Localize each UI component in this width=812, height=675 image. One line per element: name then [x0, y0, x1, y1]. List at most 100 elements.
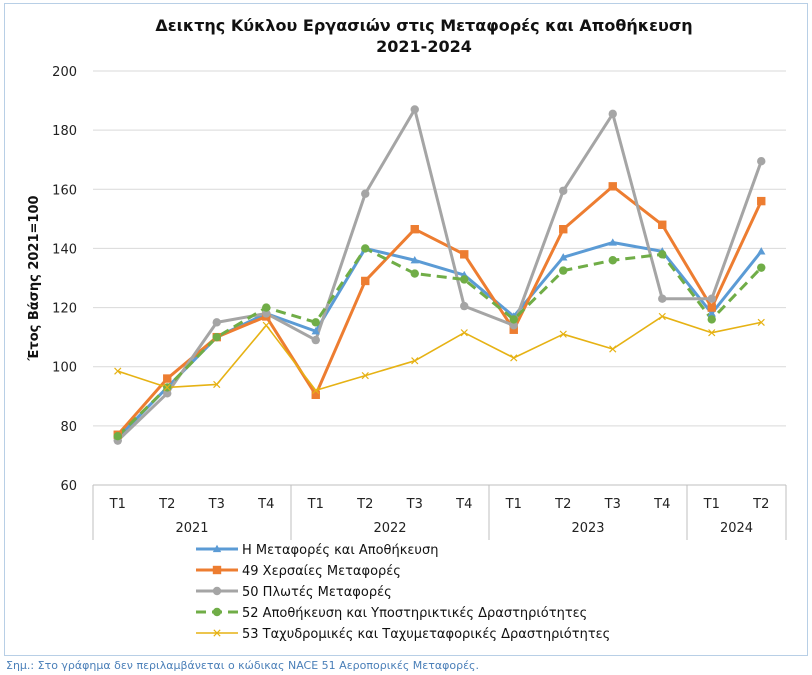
y-axis-label: Έτος Βάσης 2021=100 — [27, 195, 42, 361]
data-point — [559, 253, 568, 261]
data-point — [212, 332, 221, 342]
data-point — [212, 586, 222, 596]
data-point — [510, 354, 518, 362]
footnote: Σημ.: Στο γράφημα δεν περιλαμβάνεται ο κ… — [6, 659, 479, 672]
legend-label: 50 Πλωτές Μεταφορές — [242, 585, 392, 600]
legend-label: 52 Αποθήκευση και Υποστηρικτικές Δραστηρ… — [242, 606, 587, 621]
data-point — [410, 256, 419, 264]
data-point — [757, 196, 766, 206]
series-line — [117, 315, 762, 392]
data-point — [163, 374, 172, 383]
data-point — [212, 607, 222, 617]
data-point — [509, 325, 518, 334]
y-tick-label: 80 — [60, 420, 77, 435]
x-tick-label: Τ2 — [554, 497, 571, 512]
data-point — [460, 275, 469, 284]
data-point — [658, 250, 667, 259]
data-point — [212, 565, 222, 575]
x-tick-label: Τ3 — [604, 497, 621, 512]
legend-label: H Μεταφορές και Αποθήκευση — [242, 543, 438, 558]
data-point — [708, 329, 716, 337]
series-lines — [116, 107, 763, 442]
x-tick-label: Τ1 — [505, 497, 522, 512]
data-point — [311, 318, 320, 327]
data-point — [163, 389, 172, 398]
chart-frame — [4, 3, 808, 656]
chart-title: Δεικτης Κύκλου Εργασιών στις Μεταφορές κ… — [155, 16, 692, 35]
data-point — [361, 189, 370, 198]
data-point — [658, 220, 667, 229]
data-point — [707, 303, 716, 312]
x-tick-label: Τ4 — [455, 497, 472, 512]
data-point — [559, 266, 568, 275]
data-point — [212, 318, 221, 327]
y-tick-label: 60 — [60, 479, 77, 494]
x-tick-label: Τ4 — [257, 497, 274, 512]
series-markers — [113, 105, 766, 445]
data-point — [509, 315, 518, 324]
data-point — [460, 250, 469, 259]
y-tick-label: 100 — [52, 361, 77, 376]
data-point — [262, 321, 270, 329]
y-tick-label: 180 — [52, 124, 77, 139]
data-point — [559, 330, 567, 338]
data-point — [213, 629, 221, 637]
data-point — [311, 327, 320, 335]
series-line — [116, 246, 763, 438]
y-tick-label: 120 — [52, 302, 77, 317]
data-point — [757, 156, 766, 166]
y-axis-ticks: 60 80 100 120 140 160 180 200 — [52, 65, 77, 494]
legend-label: 53 Ταχυδρομικές και Ταχυμεταφορικές Δρασ… — [242, 627, 610, 642]
line-chart: Δεικτης Κύκλου Εργασιών στις Μεταφορές κ… — [27, 16, 787, 642]
data-point — [311, 390, 320, 400]
x-group-label: 2021 — [175, 521, 208, 536]
y-tick-label: 200 — [52, 65, 77, 80]
data-point — [410, 225, 419, 234]
data-point — [608, 109, 617, 119]
data-point — [410, 105, 419, 114]
data-point — [262, 303, 271, 312]
data-point — [608, 256, 617, 265]
data-point — [559, 186, 568, 195]
data-point — [460, 301, 469, 311]
series-line — [116, 107, 763, 442]
data-point — [757, 263, 766, 272]
x-tick-label: Τ4 — [653, 497, 670, 512]
data-point — [113, 432, 122, 441]
data-point — [361, 276, 370, 286]
x-tick-label: Τ3 — [208, 497, 225, 512]
x-group-label: 2022 — [373, 521, 406, 536]
data-point — [757, 247, 766, 255]
chart-subtitle: 2021-2024 — [376, 37, 472, 56]
x-tick-label: Τ3 — [406, 497, 423, 512]
data-point — [707, 315, 716, 324]
x-group-label: 2023 — [571, 521, 604, 536]
data-point — [707, 309, 716, 317]
data-point — [361, 371, 369, 380]
data-point — [609, 345, 617, 353]
data-point — [608, 182, 617, 191]
data-point — [311, 335, 320, 345]
data-point — [163, 383, 171, 392]
data-point — [410, 269, 419, 278]
y-tick-label: 160 — [52, 183, 77, 198]
x-tick-label: Τ2 — [356, 497, 373, 512]
data-point — [361, 244, 370, 253]
legend: H Μεταφορές και Αποθήκευση 49 Χερσαίες Με… — [196, 543, 610, 642]
x-tick-label: Τ2 — [158, 497, 175, 512]
data-point — [658, 294, 667, 303]
x-tick-label: Τ1 — [703, 497, 720, 512]
data-point — [707, 294, 716, 303]
data-point — [213, 380, 221, 389]
data-point — [114, 367, 122, 375]
data-point — [212, 544, 222, 553]
legend-label: 49 Χερσαίες Μεταφορές — [242, 564, 401, 579]
data-point — [559, 225, 568, 234]
data-point — [608, 238, 617, 246]
y-tick-label: 140 — [52, 242, 77, 257]
data-point — [411, 357, 419, 365]
x-tick-label: Τ1 — [109, 497, 126, 512]
data-point — [312, 386, 320, 394]
data-point — [509, 321, 518, 330]
